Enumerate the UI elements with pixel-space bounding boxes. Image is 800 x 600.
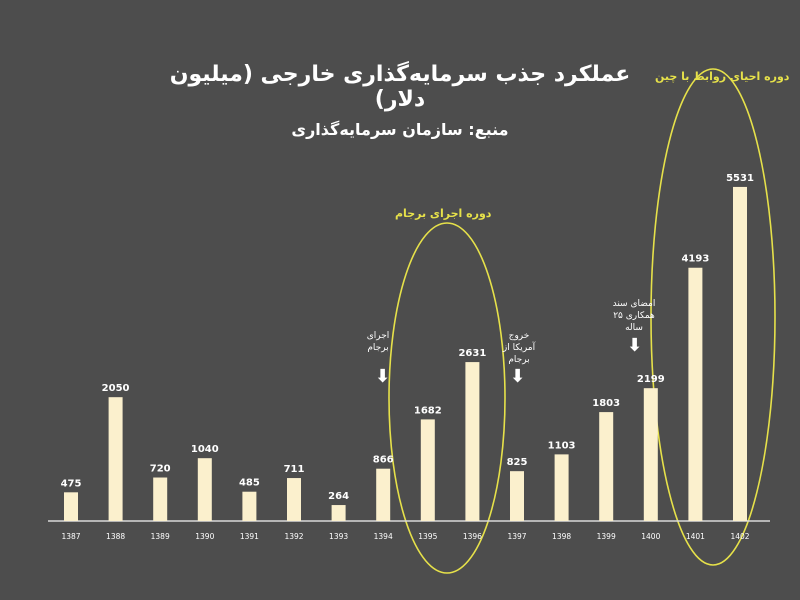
bar-value-label: 866 bbox=[373, 455, 394, 466]
bar-value-label: 1103 bbox=[548, 440, 576, 451]
bar-value-label: 1803 bbox=[592, 398, 620, 409]
barjam-start-note: اجرای برجام bbox=[366, 331, 390, 353]
chart-title: عملکرد جذب سرمایه‌گذاری خارجی (میلیون دل… bbox=[169, 62, 631, 112]
china-period-label: دوره احیای روابط با چین bbox=[655, 70, 790, 83]
bar-value-label: 720 bbox=[150, 464, 171, 475]
x-tick-label: 1396 bbox=[463, 532, 482, 541]
bar-value-label: 2631 bbox=[458, 348, 486, 359]
bar bbox=[465, 362, 480, 521]
bar bbox=[242, 491, 257, 521]
bar-value-label: 485 bbox=[239, 478, 260, 489]
down-arrow-icon: ⬇ bbox=[510, 366, 526, 387]
china-highlight-ellipse bbox=[650, 68, 776, 566]
barjam-highlight-ellipse bbox=[388, 222, 506, 574]
bar bbox=[420, 419, 435, 521]
bar bbox=[510, 471, 524, 521]
bar-value-label: 711 bbox=[284, 464, 305, 475]
bar-value-label: 475 bbox=[61, 478, 82, 489]
bar-value-label: 1040 bbox=[191, 444, 219, 455]
x-tick-label: 1400 bbox=[641, 532, 660, 541]
bar bbox=[108, 397, 123, 521]
x-tick-label: 1392 bbox=[284, 532, 303, 541]
bar bbox=[287, 478, 301, 521]
x-tick-label: 1394 bbox=[374, 532, 393, 541]
bar bbox=[599, 412, 614, 521]
x-tick-label: 1397 bbox=[507, 532, 526, 541]
x-tick-label: 1398 bbox=[552, 532, 571, 541]
bar bbox=[153, 477, 168, 521]
bar bbox=[688, 267, 703, 521]
x-tick-label: 1393 bbox=[329, 532, 348, 541]
x-tick-label: 1390 bbox=[195, 532, 214, 541]
bar-value-label: 2050 bbox=[102, 383, 130, 394]
x-tick-label: 1387 bbox=[61, 532, 80, 541]
chart-subtitle: منبع: سازمان سرمایه‌گذاری bbox=[291, 120, 509, 139]
bar bbox=[643, 388, 658, 521]
bar-value-label: 825 bbox=[507, 457, 528, 468]
bar bbox=[733, 186, 747, 521]
bar bbox=[331, 505, 346, 521]
down-arrow-icon: ⬇ bbox=[627, 335, 643, 356]
bar bbox=[554, 454, 569, 521]
bar bbox=[64, 492, 78, 521]
us-exit-note: خروج آمریکا از برجام bbox=[502, 331, 536, 365]
x-tick-label: 1388 bbox=[106, 532, 125, 541]
x-tick-label: 1401 bbox=[686, 532, 705, 541]
x-tick-label: 1389 bbox=[151, 532, 170, 541]
x-tick-label: 1402 bbox=[730, 532, 749, 541]
bar-value-label: 264 bbox=[328, 491, 349, 502]
down-arrow-icon: ⬇ bbox=[375, 366, 391, 387]
x-tick-label: 1391 bbox=[240, 532, 259, 541]
bar-value-label: 5531 bbox=[726, 173, 754, 184]
bar-value-label: 2199 bbox=[637, 374, 665, 385]
x-tick-label: 1399 bbox=[597, 532, 616, 541]
x-tick-label: 1395 bbox=[418, 532, 437, 541]
bar-value-label: 4193 bbox=[681, 254, 709, 265]
bar-value-label: 1682 bbox=[414, 405, 442, 416]
barjam-period-label: دوره اجرای برجام bbox=[395, 207, 492, 220]
bar bbox=[197, 458, 212, 521]
bar bbox=[376, 468, 391, 521]
china-deal-note: امضای سند همکاری ۲۵ ساله bbox=[612, 299, 656, 333]
